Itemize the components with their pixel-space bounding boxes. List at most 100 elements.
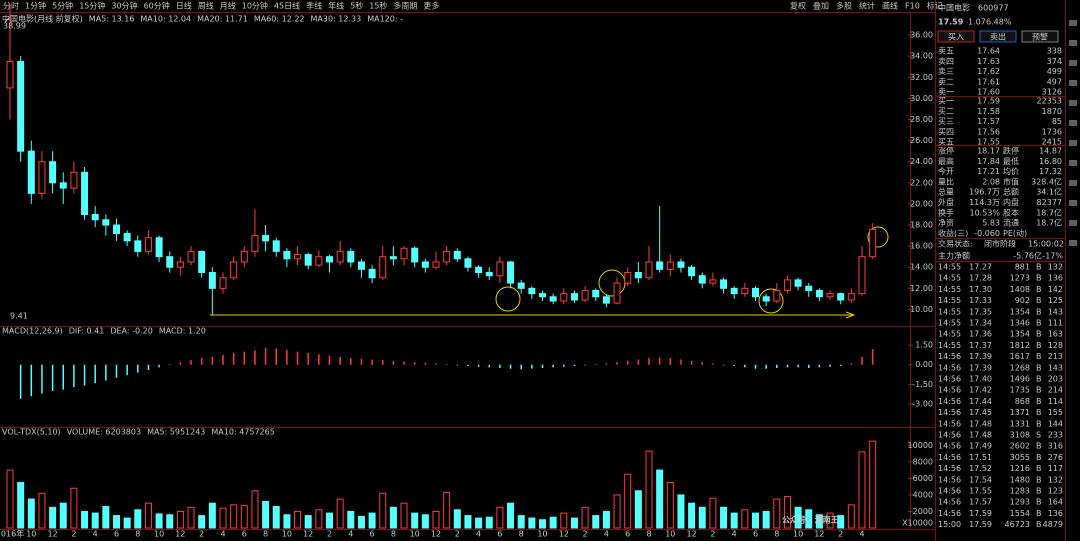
y-tick-label: 10.00 <box>910 305 933 314</box>
candle-body <box>581 289 589 301</box>
tick-side: B <box>1036 475 1042 484</box>
tick-volume: 1283 <box>1010 487 1030 496</box>
stat-value: 196.7万 <box>969 188 1000 197</box>
trade-button-label[interactable]: 预警 <box>1032 32 1048 42</box>
y-tick-label: 10000 <box>908 441 933 450</box>
tool-button[interactable]: 叠加 <box>813 1 829 11</box>
period-tab[interactable]: 5秒 <box>350 1 363 11</box>
y-tick-label: 30.00 <box>910 94 933 103</box>
volume-bar <box>347 510 355 529</box>
candle-body <box>81 171 89 215</box>
period-tab[interactable]: 多周期 <box>393 1 417 11</box>
period-tab[interactable]: 60分钟 <box>144 1 170 11</box>
period-tab[interactable]: 日线 <box>176 1 192 11</box>
y-tick-label: 0.00 <box>915 360 933 369</box>
volume-bar <box>592 515 600 529</box>
trade-button-label[interactable]: 买入 <box>948 33 964 42</box>
period-tab[interactable]: 季线 <box>306 1 322 11</box>
tick-time: 14:55 <box>938 263 961 272</box>
tick-price: 17.40 <box>969 375 992 384</box>
y-tick-label: 8000 <box>913 457 933 466</box>
period-tab[interactable]: 分时 <box>3 1 19 11</box>
stat-value: 5.83 <box>982 219 1000 228</box>
candle-body <box>698 275 706 284</box>
tick-count: 213 <box>1048 352 1063 361</box>
candle-body <box>27 150 35 194</box>
tick-volume: 1496 <box>1010 375 1030 384</box>
y-tick-label: 20.00 <box>910 199 933 208</box>
candle-body <box>421 261 429 268</box>
tick-side: B <box>1036 363 1042 372</box>
tool-button[interactable]: 标记 <box>927 1 943 11</box>
tick-price: 17.37 <box>969 341 992 350</box>
volume-bar <box>688 502 696 529</box>
legend-item: MA5: 13.16 <box>89 15 135 24</box>
legend-item: DEA: -0.20 <box>110 327 152 336</box>
volume-bar <box>730 512 738 529</box>
volume-bar <box>517 515 525 529</box>
period-tab[interactable]: 5分钟 <box>52 1 73 11</box>
candle-body <box>464 258 472 268</box>
tick-count: 117 <box>1048 464 1063 473</box>
book-price: 17.57 <box>977 117 1000 126</box>
candle-body <box>709 279 717 284</box>
x-tick-label: 8 <box>646 530 651 539</box>
book-price: 17.64 <box>977 47 1000 56</box>
period-tab[interactable]: 30分钟 <box>111 1 137 11</box>
y-tick-label: 36.00 <box>910 31 933 40</box>
y-tick-label: 34.00 <box>910 52 933 61</box>
y-tick-label: 28.00 <box>910 115 933 124</box>
volume-bar <box>432 510 440 529</box>
candle-body <box>294 254 302 260</box>
trade-button[interactable] <box>937 30 975 43</box>
volume-bar <box>453 509 461 529</box>
period-tab[interactable]: 1分钟 <box>25 1 46 11</box>
book-label: 卖一 <box>938 88 954 97</box>
period-tab[interactable]: 10分钟 <box>242 1 268 11</box>
legend-item: MACD: 1.20 <box>159 327 206 336</box>
x-tick-label: 6 <box>242 530 247 539</box>
flow-pct: -17% <box>1042 252 1063 261</box>
stat-value: 18.7亿 <box>1036 218 1062 228</box>
tool-button[interactable]: 统计 <box>859 1 875 11</box>
period-tab[interactable]: 更多 <box>423 1 439 11</box>
tick-price: 17.35 <box>969 307 992 316</box>
volume-bar <box>123 517 131 529</box>
stat-value: -0.060 <box>974 229 1000 238</box>
trade-button-label[interactable]: 卖出 <box>990 32 1006 42</box>
tick-price: 17.45 <box>969 408 992 417</box>
tick-price: 17.28 <box>969 274 992 283</box>
stat-value: 18.7亿 <box>1036 207 1062 217</box>
period-tab[interactable]: 年线 <box>328 1 344 11</box>
tool-button[interactable]: 复权 <box>790 1 806 11</box>
volume-bar <box>81 510 89 529</box>
tool-button[interactable]: 多股 <box>836 1 852 11</box>
tool-button[interactable]: 画线 <box>882 1 898 11</box>
book-price: 17.58 <box>977 107 1000 116</box>
x-tick-label: 2 <box>455 530 460 539</box>
trade-button[interactable] <box>979 30 1017 43</box>
period-tab[interactable]: 15秒 <box>369 1 387 11</box>
candle-body <box>389 256 397 260</box>
period-tab[interactable]: 周线 <box>198 1 214 11</box>
tick-side: B <box>1036 375 1042 384</box>
tick-count: 123 <box>1048 487 1063 496</box>
tick-time: 14:56 <box>938 509 961 518</box>
tick-volume: 3108 <box>1010 431 1030 440</box>
tool-button[interactable]: - <box>950 2 953 11</box>
tick-time: 14:56 <box>938 419 961 428</box>
book-price: 17.59 <box>977 97 1000 106</box>
tick-time: 14:56 <box>938 386 961 395</box>
trade-button[interactable] <box>1021 30 1059 43</box>
volume-bar <box>869 440 877 529</box>
period-tab[interactable]: 月线 <box>220 1 236 11</box>
period-tab[interactable]: 45日线 <box>274 1 300 11</box>
volume-bar <box>113 515 120 529</box>
tool-button[interactable]: F10 <box>905 2 920 11</box>
x-tick-label: 12 <box>175 530 185 539</box>
volume-bar <box>187 506 195 529</box>
volume-bar <box>379 492 387 529</box>
x-tick-label: 2 <box>710 530 715 539</box>
period-tab[interactable]: 15分钟 <box>79 1 105 11</box>
candle-body <box>826 293 834 298</box>
